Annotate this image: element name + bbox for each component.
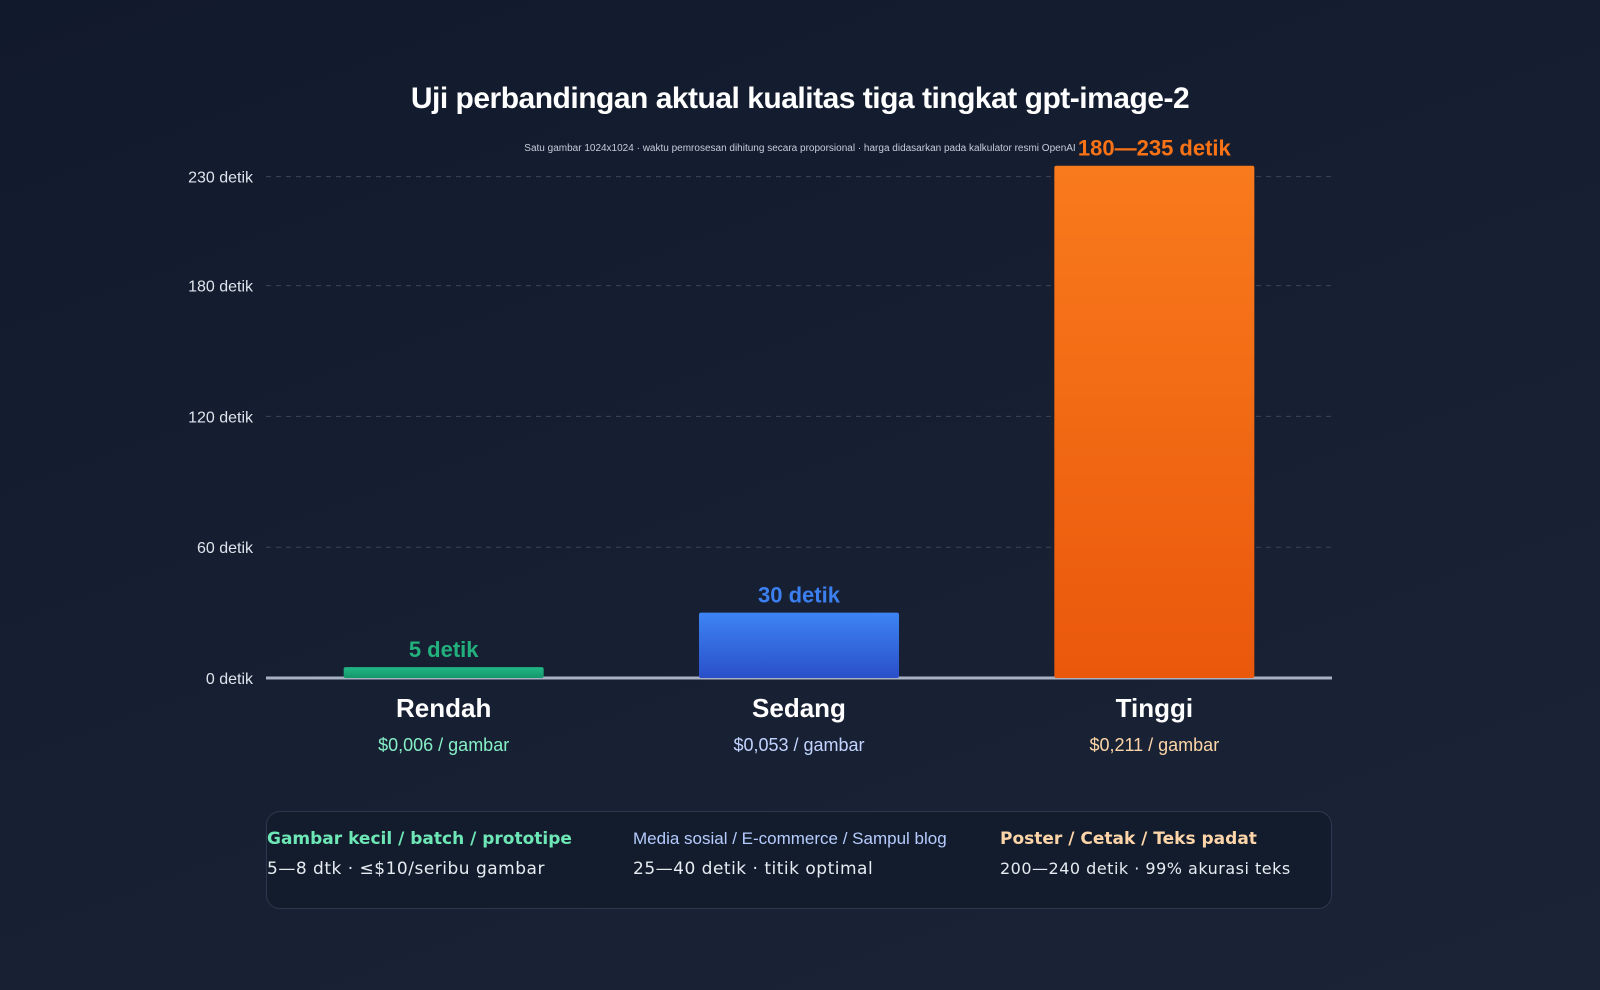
price-label: $0,053 / gambar (733, 735, 864, 755)
use-case-low-detail: 5—8 dtk · ≤$10/seribu gambar (267, 859, 545, 879)
use-case-low: Gambar kecil / batch / prototipe 5—8 dtk… (267, 829, 572, 879)
y-tick-label: 120 detik (188, 409, 254, 426)
use-case-low-title: Gambar kecil / batch / prototipe (267, 829, 572, 849)
use-case-medium: Media sosial / E-commerce / Sampul blog … (633, 829, 947, 879)
chart-title: Uji perbandingan aktual kualitas tiga ti… (410, 82, 1190, 115)
use-case-high-detail: 200—240 detik · 99% akurasi teks (1000, 859, 1291, 878)
value-label: 30 detik (758, 583, 841, 608)
use-case-high-title: Poster / Cetak / Teks padat (1000, 829, 1257, 849)
y-tick-label: 0 detik (206, 671, 254, 688)
chart-subtitle: Satu gambar 1024x1024 · waktu pemrosesan… (524, 143, 1076, 154)
price-label: $0,006 / gambar (378, 735, 509, 755)
y-tick-label: 230 detik (188, 170, 254, 187)
value-label: 180—235 detik (1078, 136, 1232, 161)
y-tick-label: 60 detik (197, 540, 254, 557)
value-label: 5 detik (409, 637, 479, 662)
category-label: Sedang (752, 693, 846, 723)
price-label: $0,211 / gambar (1089, 735, 1219, 755)
category-label: Rendah (396, 693, 491, 723)
use-case-medium-title: Media sosial / E-commerce / Sampul blog (633, 829, 947, 848)
bar-tinggi (1054, 165, 1255, 678)
bar-rendah (343, 667, 544, 678)
bar-chart: 0 detik 60 detik 120 detik 180 detik 230 det… (188, 136, 1332, 755)
use-case-high: Poster / Cetak / Teks padat 200—240 deti… (1000, 829, 1291, 878)
y-tick-label: 180 detik (188, 279, 254, 296)
bar-sedang (699, 612, 899, 678)
use-case-medium-detail: 25—40 detik · titik optimal (633, 859, 874, 879)
use-case-card: Gambar kecil / batch / prototipe 5—8 dtk… (266, 811, 1332, 909)
category-label: Tinggi (1116, 693, 1194, 723)
